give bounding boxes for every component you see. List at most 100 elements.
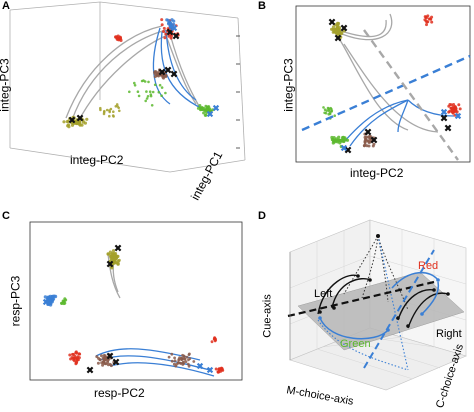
panel-b-blue-cross (440, 108, 448, 116)
panel-b-black-cross (444, 124, 452, 132)
panel-a-blue-trajectory (160, 31, 211, 113)
panel-a-green-point (140, 79, 144, 83)
panel-b-olive-point (340, 31, 344, 35)
panel-b-green-point (341, 135, 345, 139)
panel-b-red-point (447, 110, 451, 114)
panel-b-green-point (328, 112, 332, 116)
panel-b-red-point (458, 107, 462, 111)
panel-c-blue-point (43, 295, 48, 299)
panel-c-brown-point (102, 360, 106, 364)
panel-c-red-point (210, 340, 214, 344)
panel-c-brown-point (176, 361, 180, 365)
panel-c-black-cross (112, 358, 120, 366)
panel-a-brown-point (155, 73, 159, 77)
panel-a-green-point (203, 113, 207, 117)
panel-b-olive-point (331, 30, 335, 34)
panel-c-blue-point (50, 300, 54, 304)
panel-b-olive-point (336, 31, 341, 35)
panel-c-red-point (70, 356, 74, 359)
panel-c-black-cross (106, 260, 114, 268)
panel-b-red-point (424, 15, 428, 19)
panel-a-green-point (146, 95, 150, 98)
panel-b-green-point (333, 114, 336, 117)
panel-b-black-cross (370, 136, 378, 144)
panel-a-red-point (160, 23, 164, 27)
panel-c-olive-point (109, 254, 113, 259)
panel-a-olive-point (115, 103, 119, 106)
panel-a-olive-point (105, 108, 109, 112)
panel-a-red-point (163, 36, 167, 40)
panel-a-red-point (170, 34, 174, 38)
panel-c-black-cross (114, 244, 122, 252)
panel-c-olive-point (110, 251, 115, 256)
panel-b-gray-trajectory (341, 13, 393, 41)
panel-b-blue-trajectory (349, 99, 409, 147)
panel-d: D (258, 210, 474, 412)
panel-c-x-axis-label: resp-PC2 (94, 386, 145, 400)
panel-a-brown-point (153, 75, 157, 79)
panel-a-gray-trajectory (77, 33, 171, 123)
panel-a-green-point (200, 107, 204, 111)
panel-a-green-point (196, 106, 200, 110)
panel-c-red-point (213, 336, 217, 340)
panel-a-green-point (164, 91, 167, 95)
panel-d-right-label: Right (436, 328, 462, 340)
panel-a-gray-trajectory (65, 25, 163, 119)
panel-a-green-point (198, 104, 202, 107)
panel-b-blue-trajectory (397, 99, 409, 133)
panel-a-olive-point (62, 120, 66, 124)
panel-d-red-label: Red (418, 260, 439, 272)
panel-c-blue-cross (206, 366, 214, 374)
panel-b-gray-dashed-line (363, 29, 459, 161)
panel-c-red-point (75, 356, 79, 360)
panel-b-blue-cross (454, 112, 462, 120)
panel-b-red-point (457, 103, 461, 107)
panel-c-y-axis-label: resp-PC3 (8, 275, 23, 327)
panel-c-brown-point (179, 361, 182, 365)
panel-b-black-cross (334, 34, 342, 42)
panel-c-brown-point (174, 364, 178, 368)
panel-a-olive-point (102, 111, 106, 114)
panel-c-brown-point (185, 355, 189, 359)
panel-a-black-cross (158, 68, 166, 76)
panel-a-y-axis-label: integ-PC3 (0, 58, 12, 112)
panel-a-blue-cross (206, 110, 214, 118)
panel-b-red-point (452, 103, 456, 106)
panel-c-brown-point (106, 359, 110, 363)
panel-d-green-label: Green (340, 338, 371, 350)
panel-a-black-cross (170, 70, 178, 78)
panel-c-black-cross (86, 366, 94, 374)
panel-b-green-point (329, 106, 332, 110)
panel-a-brown-point (164, 74, 168, 77)
panel-a-green-point (145, 90, 148, 93)
panel-c-frame (29, 221, 243, 381)
panel-c-blue-trajectory (109, 362, 215, 377)
panel-c-olive-point (106, 252, 110, 256)
panel-b-green-point (345, 138, 350, 142)
panel-b-black-cross (364, 128, 372, 136)
panel-c-blue-cross (196, 362, 204, 370)
panel-b-green-point (331, 141, 335, 145)
panel-a-black-cross (76, 114, 84, 122)
panel-c-red-point (73, 359, 77, 363)
panel-b-green-point (330, 109, 334, 113)
panel-a-black-cross (68, 116, 76, 124)
panel-a-green-point (148, 90, 152, 93)
panel-c-brown-point (184, 360, 188, 364)
panel-b-green-point (322, 106, 325, 109)
panel-c-red-point (214, 367, 218, 371)
panel-b-brown-point (365, 144, 369, 148)
panel-a-red-point (162, 26, 166, 30)
panel-b-green-point (331, 138, 335, 142)
panel-c-red-point (75, 358, 79, 362)
panel-b-y-axis-label: integ-PC3 (281, 58, 296, 112)
panel-a-olive-point (67, 123, 71, 127)
panel-a-olive-point (111, 114, 115, 117)
panel-c-brown-point (96, 361, 100, 365)
panel-a-olive-point (78, 123, 82, 127)
panel-c-brown-point (178, 356, 182, 360)
panel-b-frame (295, 5, 471, 163)
panel-a-olive-point (99, 108, 102, 112)
panel-b-red-point (448, 103, 452, 106)
panel-c-red-point (216, 370, 220, 374)
